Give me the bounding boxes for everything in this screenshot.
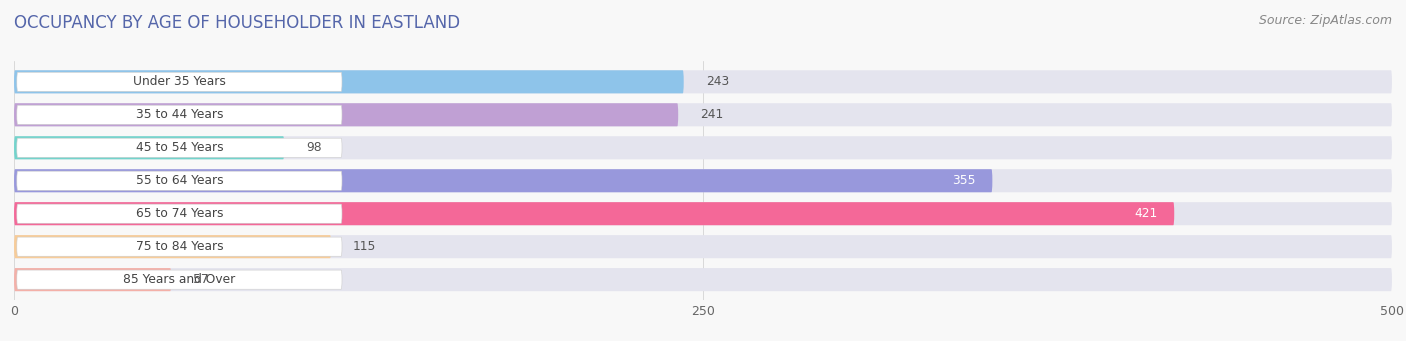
Text: 55 to 64 Years: 55 to 64 Years [135, 174, 224, 187]
FancyBboxPatch shape [14, 268, 172, 291]
FancyBboxPatch shape [14, 70, 1392, 93]
Text: 355: 355 [952, 174, 976, 187]
FancyBboxPatch shape [14, 169, 993, 192]
Text: 115: 115 [353, 240, 377, 253]
FancyBboxPatch shape [14, 103, 678, 126]
Text: 421: 421 [1135, 207, 1157, 220]
Text: 241: 241 [700, 108, 724, 121]
Text: 243: 243 [706, 75, 728, 88]
Text: 85 Years and Over: 85 Years and Over [124, 273, 236, 286]
FancyBboxPatch shape [17, 72, 342, 91]
FancyBboxPatch shape [14, 235, 330, 258]
FancyBboxPatch shape [14, 136, 1392, 159]
Text: 65 to 74 Years: 65 to 74 Years [135, 207, 224, 220]
FancyBboxPatch shape [14, 136, 284, 159]
FancyBboxPatch shape [14, 70, 683, 93]
Text: 75 to 84 Years: 75 to 84 Years [135, 240, 224, 253]
Text: 45 to 54 Years: 45 to 54 Years [135, 141, 224, 154]
FancyBboxPatch shape [14, 235, 1392, 258]
Text: Under 35 Years: Under 35 Years [134, 75, 226, 88]
FancyBboxPatch shape [14, 202, 1392, 225]
FancyBboxPatch shape [17, 237, 342, 256]
Text: 57: 57 [193, 273, 209, 286]
Text: 98: 98 [307, 141, 322, 154]
Text: 35 to 44 Years: 35 to 44 Years [135, 108, 224, 121]
FancyBboxPatch shape [14, 268, 1392, 291]
FancyBboxPatch shape [17, 105, 342, 124]
FancyBboxPatch shape [14, 169, 1392, 192]
FancyBboxPatch shape [17, 270, 342, 289]
Text: OCCUPANCY BY AGE OF HOUSEHOLDER IN EASTLAND: OCCUPANCY BY AGE OF HOUSEHOLDER IN EASTL… [14, 14, 460, 32]
FancyBboxPatch shape [14, 202, 1174, 225]
FancyBboxPatch shape [17, 204, 342, 223]
Text: Source: ZipAtlas.com: Source: ZipAtlas.com [1258, 14, 1392, 27]
FancyBboxPatch shape [17, 171, 342, 190]
FancyBboxPatch shape [17, 138, 342, 157]
FancyBboxPatch shape [14, 103, 1392, 126]
